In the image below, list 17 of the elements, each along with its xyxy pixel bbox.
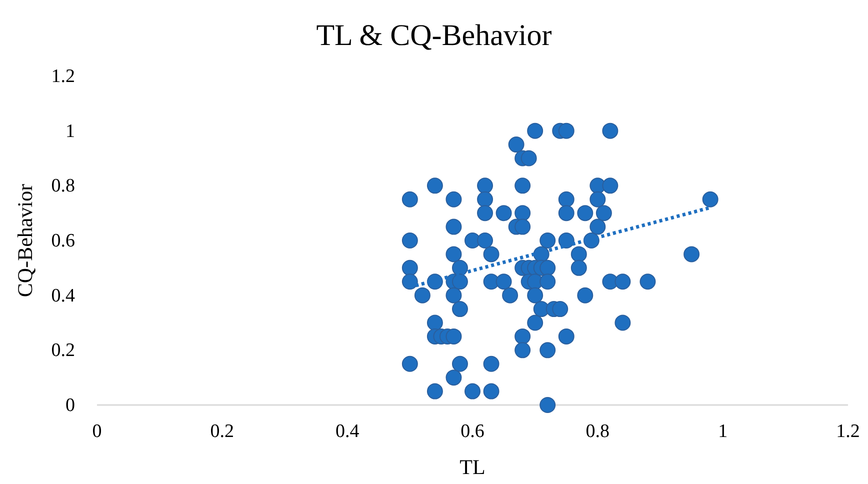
x-tick-label: 0.8 bbox=[586, 421, 610, 442]
y-tick-label: 0 bbox=[66, 395, 75, 416]
y-tick-label: 0.6 bbox=[51, 230, 75, 252]
x-axis-title: TL bbox=[460, 455, 486, 479]
y-tick-label: 0.8 bbox=[51, 176, 75, 197]
x-tick-label: 1.2 bbox=[836, 421, 860, 442]
x-tick-label: 0.2 bbox=[210, 421, 234, 442]
x-tick-label: 0 bbox=[92, 421, 102, 442]
x-tick-label: 0.6 bbox=[460, 421, 484, 442]
chart-title: TL & CQ-Behavior bbox=[316, 19, 552, 52]
x-tick-label: 1 bbox=[718, 421, 728, 442]
y-tick-label: 1.2 bbox=[51, 66, 75, 87]
y-tick-label: 1 bbox=[66, 120, 75, 142]
y-tick-label: 0.2 bbox=[51, 340, 75, 362]
y-tick-label: 0.4 bbox=[51, 285, 76, 306]
x-tick-label: 0.4 bbox=[335, 421, 360, 442]
y-axis-title: CQ-Behavior bbox=[13, 184, 37, 298]
